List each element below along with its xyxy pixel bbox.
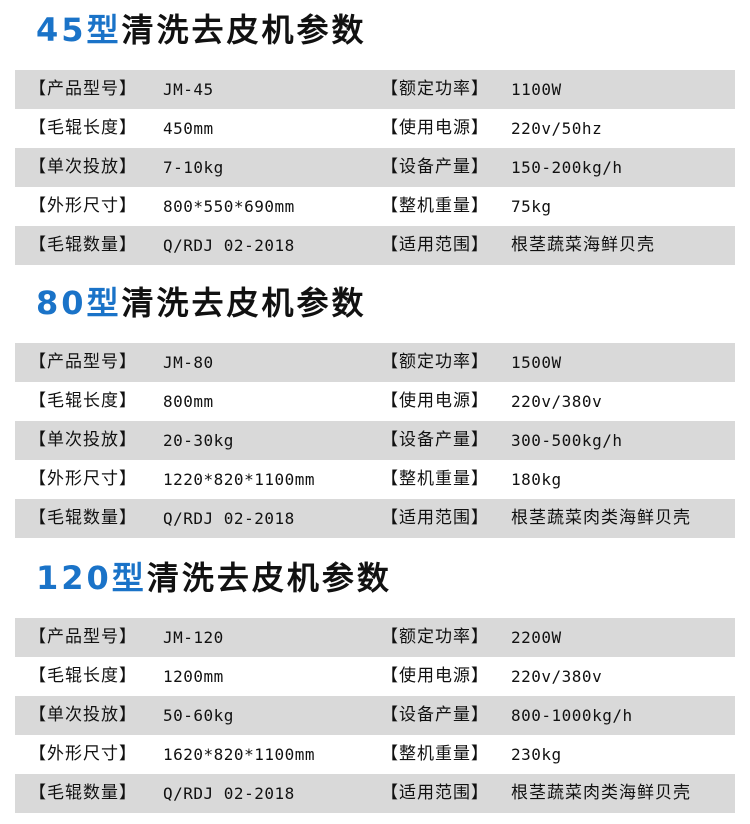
spec-label: 【毛辊长度】: [29, 666, 137, 686]
spec-value: JM-45: [163, 80, 214, 99]
spec-row: 【产品型号】 JM-80 【额定功率】 1500W: [15, 343, 735, 382]
spec-value: 根茎蔬菜肉类海鲜贝壳: [511, 783, 691, 803]
model-name: 45型: [36, 11, 122, 49]
spec-label: 【使用电源】: [381, 118, 489, 138]
spec-value: 300-500kg/h: [511, 431, 623, 450]
spec-label: 【外形尺寸】: [29, 744, 137, 764]
spec-row: 【毛辊数量】 Q/RDJ 02-2018 【适用范围】 根茎蔬菜肉类海鲜贝壳: [15, 774, 735, 813]
spec-label: 【产品型号】: [29, 627, 137, 647]
title-text: 清洗去皮机参数: [121, 284, 367, 322]
spec-value: 180kg: [511, 470, 562, 489]
spec-value: 1220*820*1100mm: [163, 470, 315, 489]
spec-row: 【毛辊长度】 1200mm 【使用电源】 220v/380v: [15, 657, 735, 696]
spec-value: 220v/380v: [511, 392, 603, 411]
spec-value: 800*550*690mm: [163, 197, 295, 216]
spec-value: 800-1000kg/h: [511, 706, 633, 725]
spec-value: 根茎蔬菜海鲜贝壳: [511, 235, 655, 255]
spec-value: 1500W: [511, 353, 562, 372]
spec-value: Q/RDJ 02-2018: [163, 236, 295, 255]
spec-label: 【额定功率】: [381, 79, 489, 99]
spec-value: Q/RDJ 02-2018: [163, 784, 295, 803]
model-name: 80型: [36, 284, 122, 322]
spec-label: 【毛辊数量】: [29, 783, 137, 803]
spec-value: 2200W: [511, 628, 562, 647]
spec-label: 【设备产量】: [381, 705, 489, 725]
spec-row: 【毛辊长度】 800mm 【使用电源】 220v/380v: [15, 382, 735, 421]
spec-value: Q/RDJ 02-2018: [163, 509, 295, 528]
spec-label: 【整机重量】: [381, 196, 489, 216]
title-text: 清洗去皮机参数: [146, 559, 392, 597]
spec-row: 【外形尺寸】 1620*820*1100mm 【整机重量】 230kg: [15, 735, 735, 774]
spec-value: 7-10kg: [163, 158, 224, 177]
spec-label: 【毛辊长度】: [29, 391, 137, 411]
spec-value: 230kg: [511, 745, 562, 764]
section-title: 45型清洗去皮机参数: [36, 8, 367, 52]
spec-value: 75kg: [511, 197, 552, 216]
spec-label: 【适用范围】: [381, 235, 489, 255]
spec-row: 【毛辊数量】 Q/RDJ 02-2018 【适用范围】 根茎蔬菜海鲜贝壳: [15, 226, 735, 265]
spec-label: 【单次投放】: [29, 705, 137, 725]
spec-label: 【适用范围】: [381, 508, 489, 528]
spec-value: 800mm: [163, 392, 214, 411]
spec-value: 根茎蔬菜肉类海鲜贝壳: [511, 508, 691, 528]
spec-label: 【使用电源】: [381, 391, 489, 411]
section-title: 120型清洗去皮机参数: [36, 556, 392, 600]
spec-value: 1620*820*1100mm: [163, 745, 315, 764]
spec-label: 【设备产量】: [381, 430, 489, 450]
spec-label: 【外形尺寸】: [29, 196, 137, 216]
spec-value: 20-30kg: [163, 431, 234, 450]
spec-label: 【使用电源】: [381, 666, 489, 686]
spec-row: 【外形尺寸】 800*550*690mm 【整机重量】 75kg: [15, 187, 735, 226]
spec-row: 【产品型号】 JM-120 【额定功率】 2200W: [15, 618, 735, 657]
spec-row: 【外形尺寸】 1220*820*1100mm 【整机重量】 180kg: [15, 460, 735, 499]
spec-row: 【单次投放】 50-60kg 【设备产量】 800-1000kg/h: [15, 696, 735, 735]
spec-label: 【整机重量】: [381, 469, 489, 489]
section-title: 80型清洗去皮机参数: [36, 281, 367, 325]
spec-label: 【额定功率】: [381, 352, 489, 372]
spec-label: 【整机重量】: [381, 744, 489, 764]
spec-label: 【毛辊数量】: [29, 235, 137, 255]
spec-row: 【毛辊长度】 450mm 【使用电源】 220v/50hz: [15, 109, 735, 148]
model-name: 120型: [36, 559, 147, 597]
spec-value: 50-60kg: [163, 706, 234, 725]
spec-row: 【单次投放】 7-10kg 【设备产量】 150-200kg/h: [15, 148, 735, 187]
spec-value: JM-80: [163, 353, 214, 372]
spec-row: 【产品型号】 JM-45 【额定功率】 1100W: [15, 70, 735, 109]
spec-value: 220v/380v: [511, 667, 603, 686]
spec-label: 【毛辊长度】: [29, 118, 137, 138]
spec-row: 【单次投放】 20-30kg 【设备产量】 300-500kg/h: [15, 421, 735, 460]
spec-label: 【适用范围】: [381, 783, 489, 803]
spec-value: 220v/50hz: [511, 119, 603, 138]
spec-label: 【单次投放】: [29, 430, 137, 450]
spec-label: 【外形尺寸】: [29, 469, 137, 489]
spec-value: 450mm: [163, 119, 214, 138]
spec-value: JM-120: [163, 628, 224, 647]
spec-value: 1100W: [511, 80, 562, 99]
spec-label: 【额定功率】: [381, 627, 489, 647]
spec-label: 【毛辊数量】: [29, 508, 137, 528]
spec-label: 【单次投放】: [29, 157, 137, 177]
spec-value: 150-200kg/h: [511, 158, 623, 177]
title-text: 清洗去皮机参数: [121, 11, 367, 49]
spec-label: 【产品型号】: [29, 79, 137, 99]
spec-label: 【产品型号】: [29, 352, 137, 372]
spec-value: 1200mm: [163, 667, 224, 686]
spec-label: 【设备产量】: [381, 157, 489, 177]
spec-row: 【毛辊数量】 Q/RDJ 02-2018 【适用范围】 根茎蔬菜肉类海鲜贝壳: [15, 499, 735, 538]
